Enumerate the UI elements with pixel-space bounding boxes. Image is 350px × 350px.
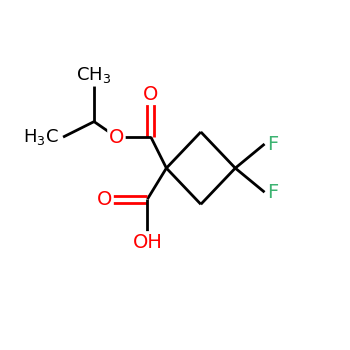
- Text: H$_3$C: H$_3$C: [23, 127, 58, 147]
- Text: F: F: [267, 183, 279, 202]
- Text: O: O: [143, 85, 159, 104]
- Text: O: O: [97, 190, 112, 209]
- Text: F: F: [267, 134, 279, 154]
- Text: OH: OH: [133, 233, 162, 252]
- Text: O: O: [109, 128, 124, 147]
- Text: CH$_3$: CH$_3$: [76, 65, 112, 85]
